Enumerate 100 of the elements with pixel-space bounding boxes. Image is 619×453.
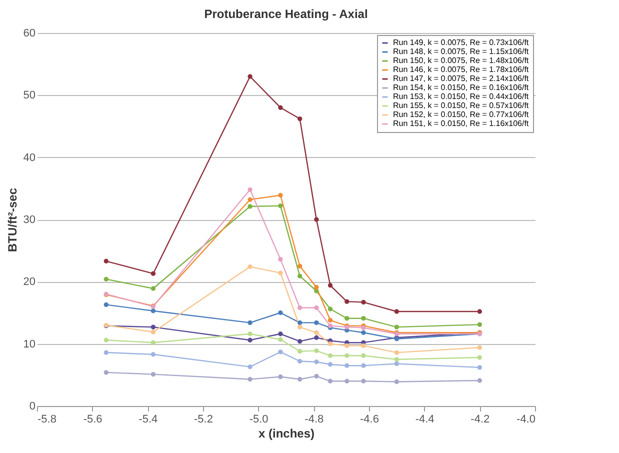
x-tick-label: -4.2 (470, 414, 490, 426)
point (248, 204, 252, 209)
point (150, 330, 156, 334)
legend-label: Run 150, k = 0.0075, Re = 1.48x106/ft (393, 56, 530, 65)
point (248, 320, 252, 326)
point (150, 340, 156, 345)
point (361, 316, 366, 321)
point (361, 343, 366, 348)
x-tick-label: -5.6 (83, 414, 102, 426)
point (297, 264, 302, 268)
x-tick-label: -4.6 (360, 414, 379, 426)
point (328, 353, 333, 358)
y-tick-label: 10 (23, 338, 36, 350)
legend-label: Run 146, k = 0.0075, Re = 1.78x106/ft (393, 65, 530, 74)
x-tick-label: -4.0 (516, 414, 536, 426)
point (314, 335, 319, 340)
x-tick-label: -5.8 (38, 414, 56, 426)
y-tick-label: 50 (23, 90, 36, 102)
point (361, 300, 366, 305)
point (344, 378, 350, 384)
point (104, 350, 109, 355)
point (104, 276, 109, 282)
point (278, 310, 283, 316)
legend-label: Run 151, k = 0.0150, Re = 1.16x106/ft (393, 119, 530, 128)
point (278, 192, 283, 198)
point (314, 360, 319, 364)
point (314, 284, 319, 290)
point (248, 187, 252, 192)
point (477, 365, 482, 370)
point (344, 343, 350, 348)
point (297, 320, 302, 326)
point (104, 258, 109, 264)
point (328, 378, 333, 384)
point (328, 362, 333, 367)
point (328, 318, 333, 323)
legend-label: Run 149, k = 0.0075, Re = 0.73x106/ft (393, 38, 530, 47)
point (314, 305, 319, 310)
point (248, 338, 252, 342)
point (344, 363, 350, 368)
y-tick-label: 30 (23, 214, 36, 226)
point (394, 324, 400, 330)
y-tick-label: 0 (29, 400, 36, 412)
point (248, 264, 252, 270)
point (297, 376, 302, 382)
point (248, 376, 252, 382)
legend-label: Run 154, k = 0.0150, Re = 0.16x106/ft (393, 83, 530, 92)
point (361, 363, 366, 368)
point (248, 364, 252, 370)
chart-title: Protuberance Heating - Axial (204, 7, 368, 21)
x-tick-label: -5.0 (249, 414, 268, 426)
point (278, 256, 283, 262)
point (314, 320, 319, 326)
point (150, 286, 156, 291)
point (394, 309, 400, 314)
point (297, 358, 302, 364)
point (150, 308, 156, 314)
point (297, 324, 302, 330)
y-axis-title: BTU/ft²-sec (5, 188, 20, 252)
point (361, 330, 366, 335)
point (361, 378, 366, 384)
point (297, 305, 302, 310)
y-tick-label: 40 (23, 152, 36, 164)
point (278, 105, 283, 110)
point (477, 309, 482, 314)
y-tick-label: 60 (23, 28, 36, 40)
point (150, 372, 156, 377)
point (344, 353, 350, 358)
point (328, 306, 333, 312)
x-tick-label: -5.2 (194, 414, 213, 426)
point (248, 74, 252, 79)
point (328, 283, 333, 288)
point (394, 361, 400, 366)
legend-label: Run 153, k = 0.0150, Re = 0.44x106/ft (393, 92, 530, 101)
point (278, 332, 283, 336)
legend-label: Run 155, k = 0.0150, Re = 0.57x106/ft (393, 101, 530, 110)
point (361, 353, 366, 358)
point (477, 378, 482, 383)
legend-label: Run 148, k = 0.0075, Re = 1.15x106/ft (393, 47, 530, 56)
legend-label: Run 152, k = 0.0150, Re = 0.77x106/ft (393, 110, 530, 119)
x-tick-label: -4.4 (415, 414, 434, 426)
point (394, 357, 400, 362)
point (278, 350, 283, 354)
point (314, 330, 319, 335)
point (344, 316, 350, 321)
point (477, 322, 482, 327)
point (297, 339, 302, 344)
point (297, 348, 302, 354)
point (394, 379, 400, 384)
point (248, 197, 252, 202)
point (278, 203, 283, 208)
point (150, 271, 156, 276)
point (278, 270, 283, 276)
x-tick-label: -5.4 (138, 414, 158, 426)
point (297, 116, 302, 122)
point (344, 299, 350, 304)
point (104, 302, 109, 308)
point (278, 337, 283, 342)
point (328, 341, 333, 346)
point (104, 338, 109, 342)
point (104, 370, 109, 375)
